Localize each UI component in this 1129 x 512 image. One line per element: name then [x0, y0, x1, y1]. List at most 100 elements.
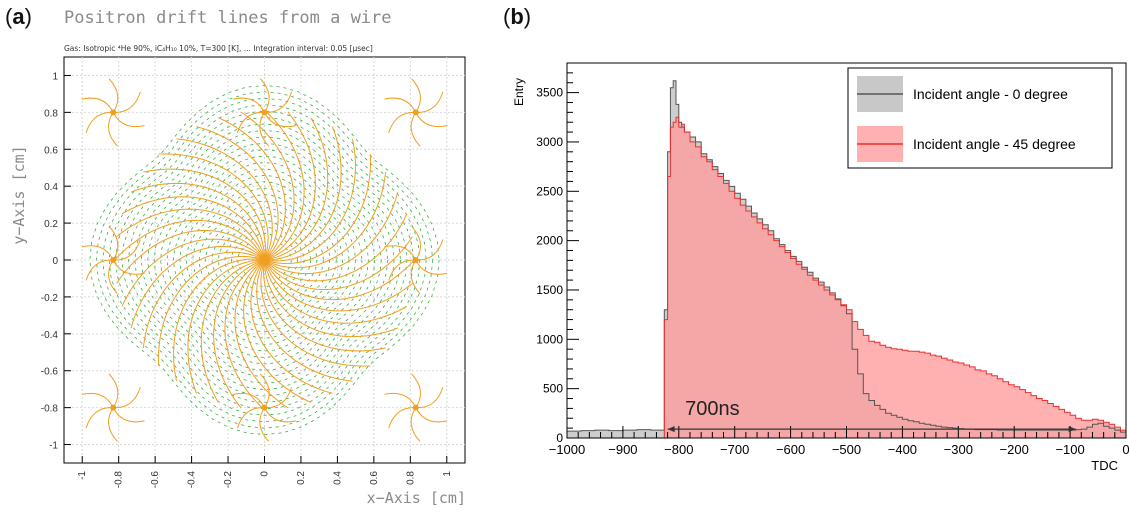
drift-line [213, 260, 264, 409]
field-line [108, 104, 421, 416]
drift-line [113, 386, 141, 409]
field-line [217, 213, 311, 307]
x-tick-label: 0.4 [332, 471, 343, 485]
x-tick-label: −100 [1055, 442, 1084, 457]
drift-line [243, 260, 312, 403]
drift-line [259, 78, 270, 113]
y-axis-label-b: Entry [512, 78, 526, 106]
field-line [205, 200, 324, 320]
y-tick-label: -0.4 [41, 330, 59, 341]
drift-line [130, 182, 265, 259]
drift-line [108, 407, 118, 442]
legend: Incident angle - 0 degree Incident angle… [847, 67, 1113, 169]
drift-line [108, 373, 119, 408]
annotation-arrowhead-left [667, 426, 675, 433]
y-ticks-a: -1 -0.8 -0.6 -0.4 -0.2 0 0.2 0.4 0.6 0.8 1 [41, 71, 71, 452]
y-tick-label: 0.4 [44, 182, 58, 193]
x-tick-label: 0 [260, 471, 271, 477]
drift-line [176, 138, 273, 259]
drift-line [85, 259, 114, 281]
y-tick-label: 1000 [536, 332, 563, 346]
wire-marker [110, 257, 117, 263]
drift-line [415, 259, 448, 275]
field-lines [89, 84, 440, 436]
field-line [147, 142, 382, 378]
drift-line [108, 259, 118, 295]
drift-line [85, 111, 114, 134]
drift-line [265, 171, 387, 269]
drift-line [265, 126, 342, 261]
drift-line [116, 208, 265, 259]
field-line [230, 226, 299, 294]
drift-line [224, 260, 265, 411]
drift-line [108, 112, 118, 147]
drift-line [113, 91, 141, 113]
field-line [95, 91, 434, 429]
field-line [102, 97, 427, 423]
field-line [134, 129, 395, 391]
wire-marker [412, 257, 419, 263]
x-tick-label: −300 [944, 442, 973, 457]
wire-marker [110, 404, 117, 411]
annotation-arrowhead-right [1068, 426, 1076, 433]
drift-line [265, 138, 356, 262]
x-axis-label-b: TDC [1091, 458, 1118, 473]
drift-lines [81, 78, 448, 442]
field-line [121, 117, 408, 403]
drift-line [415, 407, 448, 423]
drift-line [250, 260, 333, 394]
field-line [237, 232, 292, 288]
y-tick-label: 0 [52, 256, 58, 267]
drift-line [85, 407, 114, 429]
field-line [192, 187, 337, 333]
field-line [128, 123, 401, 397]
drift-line [415, 239, 444, 261]
x-tick-label: -1 [77, 471, 88, 480]
x-tick-label: -0.4 [187, 471, 198, 489]
panel-label-b: (b) [503, 4, 532, 29]
drift-line [81, 245, 114, 261]
x-tick-label: −700 [720, 442, 749, 457]
drift-line [116, 230, 264, 284]
field-line [89, 84, 440, 436]
field-line [153, 149, 376, 371]
drift-line [264, 386, 293, 409]
y-tick-label: 2000 [536, 234, 563, 248]
y-tick-label: 1 [52, 71, 58, 82]
x-tick-label: -0.2 [223, 471, 234, 489]
x-tick-label: 0.8 [405, 471, 416, 485]
x-tick-label: −900 [608, 442, 637, 457]
x-tick-label: −500 [832, 442, 861, 457]
drift-line [264, 261, 399, 338]
y-tick-label: 0.2 [44, 219, 58, 230]
series-45deg-area [567, 117, 1126, 439]
drift-line [388, 407, 416, 429]
x-tick-label: −800 [664, 442, 693, 457]
x-tick-label: 0 [1122, 442, 1129, 457]
drift-line [265, 154, 372, 265]
drift-line [256, 261, 353, 382]
y-tick-label: 0 [556, 431, 563, 445]
drift-line [265, 117, 329, 261]
drift-line [384, 245, 417, 261]
wire-marker [412, 404, 419, 411]
legend-label-45deg: Incident angle - 45 degree [913, 136, 1076, 152]
drift-line [157, 255, 264, 366]
drift-line [388, 111, 416, 134]
drift-line [81, 97, 114, 113]
drift-line [121, 238, 264, 307]
y-tick-label: 1500 [536, 283, 563, 297]
wire-marker [412, 109, 419, 116]
drift-line [233, 97, 265, 113]
drift-line [240, 111, 295, 260]
drift-line [265, 236, 413, 290]
drift-line [384, 97, 417, 113]
drift-line [410, 259, 421, 295]
chart-a-subtitle: Gas: Isotropic ⁴He 90%, iC₄H₁₀ 10%, T=30… [64, 44, 373, 53]
drift-line [233, 392, 265, 408]
drift-line [411, 373, 421, 408]
drift-line [158, 153, 269, 259]
wire-marker [261, 109, 268, 116]
y-tick-label: -1 [49, 441, 58, 452]
y-tick-label: 0.8 [44, 108, 58, 119]
